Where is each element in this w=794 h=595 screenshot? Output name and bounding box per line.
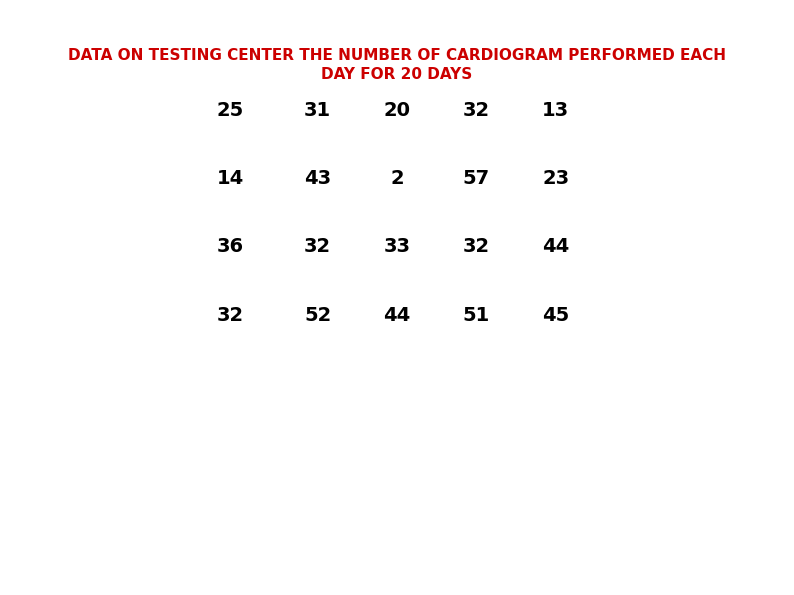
Text: 32: 32 (463, 237, 490, 256)
Text: 33: 33 (384, 237, 410, 256)
Text: 23: 23 (542, 169, 569, 188)
Text: 32: 32 (217, 306, 244, 325)
Text: 43: 43 (304, 169, 331, 188)
Text: DATA ON TESTING CENTER THE NUMBER OF CARDIOGRAM PERFORMED EACH
DAY FOR 20 DAYS: DATA ON TESTING CENTER THE NUMBER OF CAR… (68, 48, 726, 82)
Text: 45: 45 (542, 306, 569, 325)
Text: 14: 14 (217, 169, 244, 188)
Text: 31: 31 (304, 101, 331, 120)
Text: 44: 44 (542, 237, 569, 256)
Text: 44: 44 (384, 306, 410, 325)
Text: 57: 57 (463, 169, 490, 188)
Text: 36: 36 (217, 237, 244, 256)
Text: 32: 32 (304, 237, 331, 256)
Text: 51: 51 (463, 306, 490, 325)
Text: 25: 25 (217, 101, 244, 120)
Text: 13: 13 (542, 101, 569, 120)
Text: 20: 20 (384, 101, 410, 120)
Text: 32: 32 (463, 101, 490, 120)
Text: 52: 52 (304, 306, 331, 325)
Text: 2: 2 (390, 169, 404, 188)
